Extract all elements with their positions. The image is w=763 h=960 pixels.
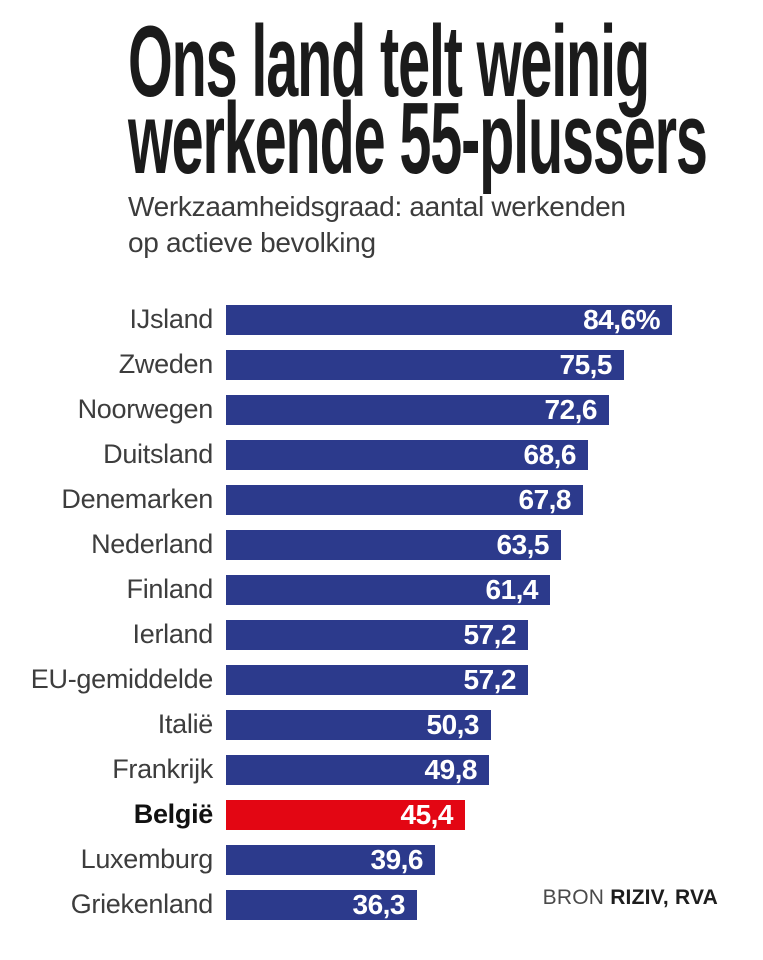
chart-subtitle-line-1: Werkzaamheidsgraad: aantal werkenden bbox=[128, 191, 626, 222]
value-label: 68,6 bbox=[523, 438, 577, 470]
chart-title-line-2: werkende 55-plussers bbox=[128, 83, 708, 195]
bar-row: Nederland 63,5 bbox=[0, 522, 763, 567]
bar: 61,4 bbox=[226, 573, 550, 605]
category-label: IJsland bbox=[129, 304, 214, 334]
bar: 68,6 bbox=[226, 438, 588, 470]
chart-title-line-1: Ons land telt weinig bbox=[128, 6, 650, 118]
value-label: 45,4 bbox=[400, 798, 454, 830]
chart-title: Ons land telt weinig werkende 55-plusser… bbox=[128, 6, 708, 195]
value-label: 67,8 bbox=[518, 483, 572, 515]
bar: 49,8 bbox=[226, 753, 489, 785]
bar-row: Finland 61,4 bbox=[0, 567, 763, 612]
bar-row: Luxemburg 39,6 bbox=[0, 837, 763, 882]
bar-row: België 45,4 bbox=[0, 792, 763, 837]
value-label: 72,6 bbox=[544, 393, 598, 425]
bar: 84,6% bbox=[226, 303, 672, 335]
value-label: 50,3 bbox=[426, 708, 480, 740]
value-label: 75,5 bbox=[559, 348, 613, 380]
bar: 57,2 bbox=[226, 618, 528, 650]
value-label: 36,3 bbox=[352, 888, 406, 920]
bar-row: Griekenland 36,3 bbox=[0, 882, 763, 927]
bar-row: EU-gemiddelde 57,2 bbox=[0, 657, 763, 702]
bar: 57,2 bbox=[226, 663, 528, 695]
category-label: Zweden bbox=[118, 349, 214, 379]
category-label: Griekenland bbox=[70, 889, 214, 919]
category-label: Denemarken bbox=[61, 484, 213, 514]
chart-subtitle-line-2: op actieve bevolking bbox=[128, 227, 376, 258]
source-prefix: BRON bbox=[542, 886, 605, 909]
source-note: BRON RIZIV, RVA bbox=[543, 886, 718, 910]
chart-subtitle: Werkzaamheidsgraad: aantal werkenden op … bbox=[128, 189, 626, 261]
category-label: Luxemburg bbox=[80, 844, 214, 874]
bar-row: Zweden 75,5 bbox=[0, 342, 763, 387]
bar: 36,3 bbox=[226, 888, 417, 920]
category-label: Finland bbox=[126, 574, 214, 604]
source-text: RIZIV, RVA bbox=[610, 886, 718, 909]
category-label: Ierland bbox=[132, 619, 214, 649]
value-label: 61,4 bbox=[485, 573, 539, 605]
category-label: Nederland bbox=[91, 529, 213, 559]
category-label: Duitsland bbox=[103, 439, 213, 469]
bar: 67,8 bbox=[226, 483, 583, 515]
bar-row: Frankrijk 49,8 bbox=[0, 747, 763, 792]
value-label: 57,2 bbox=[463, 618, 517, 650]
category-label: België bbox=[133, 799, 214, 829]
bar: 75,5 bbox=[226, 348, 624, 380]
category-label: Noorwegen bbox=[77, 394, 214, 424]
value-label: 49,8 bbox=[424, 753, 478, 785]
category-label: Italië bbox=[157, 709, 214, 739]
value-label: 39,6 bbox=[370, 843, 424, 875]
value-label: 84,6% bbox=[583, 303, 660, 335]
bar-row: Italië 50,3 bbox=[0, 702, 763, 747]
bar-row: IJsland 84,6% bbox=[0, 297, 763, 342]
category-label: Frankrijk bbox=[112, 754, 213, 784]
bar: 72,6 bbox=[226, 393, 609, 425]
bar-row: Noorwegen 72,6 bbox=[0, 387, 763, 432]
bar-row: Ierland 57,2 bbox=[0, 612, 763, 657]
bar: 50,3 bbox=[226, 708, 491, 740]
bar-row: Duitsland 68,6 bbox=[0, 432, 763, 477]
bar: 39,6 bbox=[226, 843, 435, 875]
bar-row: Denemarken 67,8 bbox=[0, 477, 763, 522]
value-label: 57,2 bbox=[463, 663, 517, 695]
value-label: 63,5 bbox=[496, 528, 550, 560]
category-label: EU-gemiddelde bbox=[30, 664, 214, 694]
bar-chart: IJsland 84,6% Zweden 75,5 Noorwegen 72,6 Duits… bbox=[0, 297, 763, 927]
bar: 63,5 bbox=[226, 528, 561, 560]
bar: 45,4 bbox=[226, 798, 465, 830]
